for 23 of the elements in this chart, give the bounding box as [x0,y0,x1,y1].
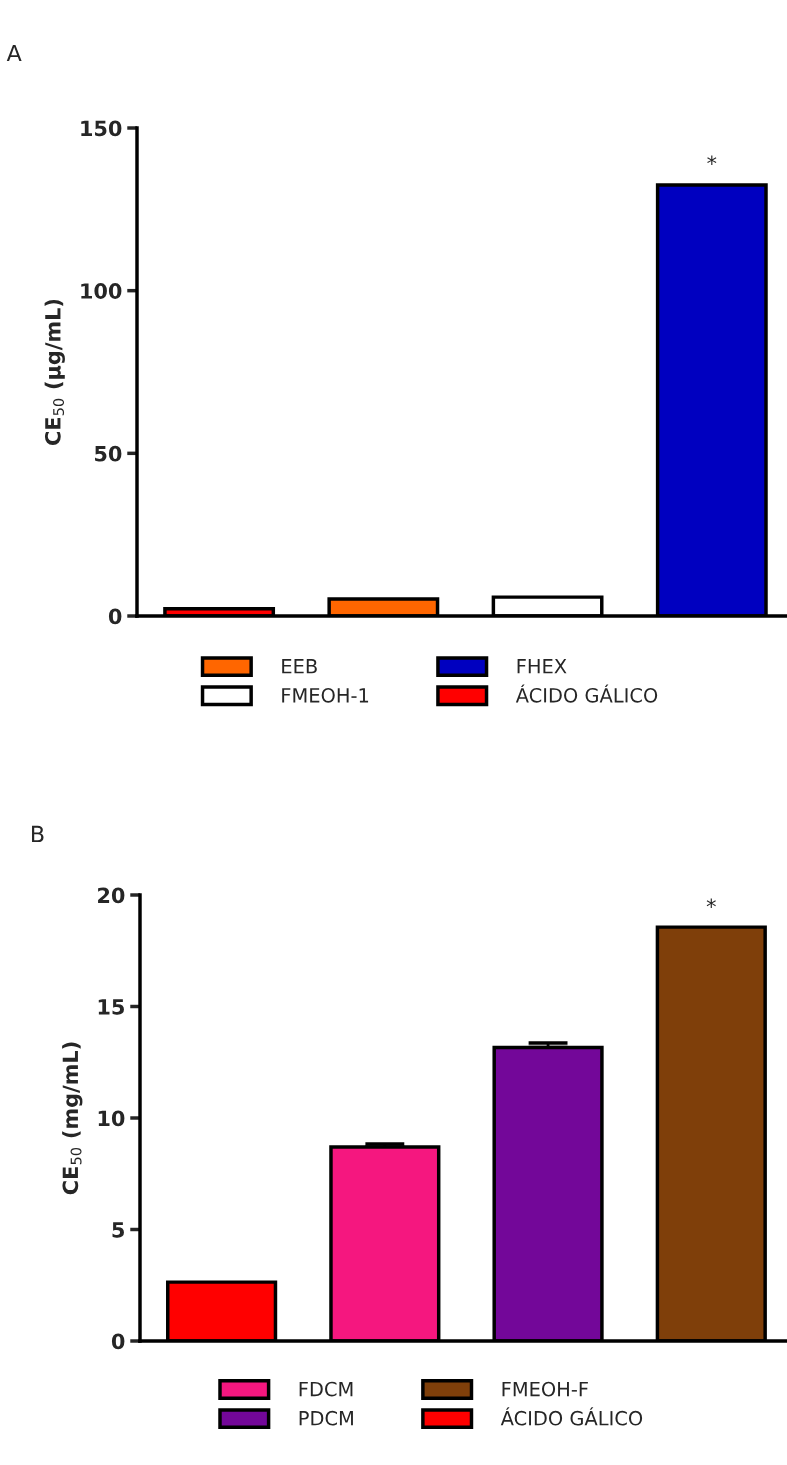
y-tick-label: 50 [95,445,122,462]
legend-label: FDCM [299,1381,353,1397]
y-tick-label: 100 [81,283,122,299]
y-tick-label: 0 [108,608,122,625]
legend-label: PDCM [299,1410,353,1426]
legend-label: FHEX [517,659,567,674]
legend-label: EEB [282,659,317,674]
y-axis-title: CE$_{50}$ (mg/mL) [62,1042,83,1195]
legend-label: FMEOH-F [502,1381,588,1397]
chart-title: B [32,825,44,843]
annotation: * [706,898,716,908]
y-tick-label: 15 [98,999,124,1015]
y-tick-label: 20 [98,887,125,904]
chart-title: A [6,44,22,62]
legend-label: ÁCIDO GÁLICO [500,1407,643,1426]
y-tick-label: 150 [81,120,122,137]
y-tick-label: 5 [112,1222,124,1238]
y-tick-label: 0 [111,1333,125,1350]
y-axis-title: CE$_{50}$ (µg/mL) [44,299,65,446]
legend-label: ÁCIDO GÁLICO [515,684,658,703]
y-tick-label: 10 [98,1110,125,1127]
annotation: * [707,155,717,165]
legend-label: FMEOH-1 [282,687,369,703]
